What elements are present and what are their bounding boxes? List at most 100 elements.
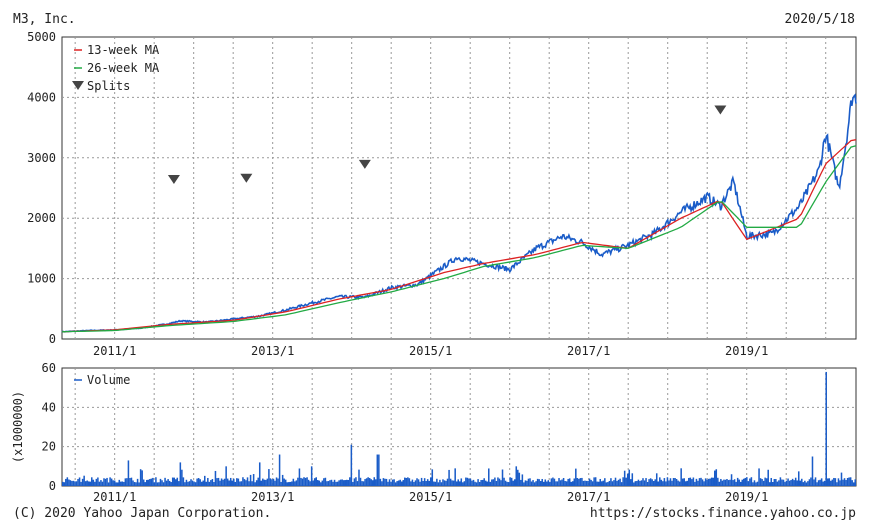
volume-bar <box>817 480 820 486</box>
volume-bar <box>344 480 347 486</box>
volume-bar <box>391 479 394 486</box>
volume-bar <box>278 454 281 486</box>
volume-bar <box>413 481 415 486</box>
volume-bar <box>542 481 545 486</box>
volume-bar <box>782 479 785 486</box>
volume-bar <box>147 479 150 486</box>
volume-bar <box>341 479 343 486</box>
volume-bar <box>833 477 835 486</box>
volume-bar <box>197 478 200 486</box>
volume-bar <box>135 482 137 486</box>
volume-bar <box>335 481 337 486</box>
volume-bar <box>822 481 824 486</box>
volume-bar <box>226 478 229 486</box>
volume-bar <box>459 481 461 486</box>
volume-bar <box>585 480 588 486</box>
volume-bar <box>622 477 624 486</box>
volume-bar <box>437 482 440 486</box>
volume-bar <box>712 477 714 486</box>
x-tick-label: 2013/1 <box>251 490 294 504</box>
volume-bar <box>202 480 205 486</box>
volume-bar <box>729 479 731 486</box>
legend-swatch-splits <box>72 81 84 90</box>
volume-bar <box>182 477 185 486</box>
volume-bar <box>469 478 472 486</box>
volume-bar <box>387 481 389 486</box>
volume-bar <box>95 478 98 486</box>
volume-bar <box>597 481 600 486</box>
volume-bar <box>495 480 498 486</box>
volume-bar <box>436 478 438 486</box>
volume-bar <box>204 475 206 486</box>
volume-bar <box>475 482 478 486</box>
volume-bar <box>558 478 560 486</box>
volume-bar <box>219 480 221 486</box>
volume-bar <box>507 482 510 486</box>
volume-bar <box>109 477 111 486</box>
volume-bar <box>717 477 719 486</box>
volume-bar <box>454 468 456 486</box>
volume-bar <box>408 478 411 486</box>
volume-bar <box>404 477 406 486</box>
volume-bar <box>767 469 769 486</box>
volume-bar <box>152 477 154 486</box>
volume-bar <box>538 479 540 486</box>
volume-bar <box>666 477 669 486</box>
volume-bar <box>617 479 620 486</box>
volume-bar <box>562 477 565 486</box>
volume-bar <box>466 477 469 486</box>
volume-bar <box>112 480 114 486</box>
legend-label-splits: Splits <box>87 79 130 93</box>
volume-bar <box>362 481 365 486</box>
volume-bar <box>820 478 823 486</box>
volume-bar <box>616 480 618 486</box>
volume-bar <box>536 478 539 486</box>
volume-bar <box>176 477 179 486</box>
volume-bar <box>738 479 740 486</box>
volume-bar <box>371 480 374 486</box>
volume-bar <box>324 477 327 486</box>
volume-bar <box>74 481 76 486</box>
volume-bar <box>684 481 687 486</box>
volume-bar <box>546 481 548 486</box>
volume-bar <box>223 478 226 486</box>
volume-bar <box>231 480 234 486</box>
price-series-line <box>61 93 857 333</box>
volume-bar <box>579 478 582 486</box>
split-marker <box>714 105 727 115</box>
volume-bar <box>390 481 392 486</box>
x-tick-label: 2015/1 <box>409 490 452 504</box>
volume-bar <box>106 477 108 486</box>
volume-bar <box>68 479 70 486</box>
source-url[interactable]: https://stocks.finance.yahoo.co.jp <box>589 506 856 521</box>
volume-bar <box>483 478 485 486</box>
volume-bar <box>776 481 779 486</box>
volume-bar <box>489 481 492 486</box>
volume-bar <box>448 469 450 486</box>
volume-bar <box>636 481 638 486</box>
volume-bar <box>814 477 817 486</box>
volume-bar <box>523 482 525 486</box>
volume-bar <box>405 477 408 486</box>
volume-bar <box>196 478 198 486</box>
volume-bar <box>245 480 247 486</box>
volume-bar <box>675 479 678 486</box>
volume-bar <box>156 482 159 486</box>
volume-bar <box>280 481 282 486</box>
volume-bar <box>529 478 531 486</box>
ma13-series-line <box>61 139 857 333</box>
volume-bar <box>843 478 846 486</box>
volume-bar <box>115 482 117 486</box>
volume-bar <box>87 481 90 486</box>
volume-bar <box>263 479 266 486</box>
volume-axis-label: (x1000000) <box>11 391 25 463</box>
volume-bar <box>807 481 809 486</box>
volume-bar <box>269 478 272 486</box>
volume-bar <box>455 481 458 486</box>
volume-bar <box>484 480 487 486</box>
volume-bar <box>136 478 139 486</box>
volume-bar <box>471 480 473 486</box>
volume-bar <box>385 478 388 486</box>
volume-bar <box>379 478 382 486</box>
volume-bar <box>144 482 146 486</box>
